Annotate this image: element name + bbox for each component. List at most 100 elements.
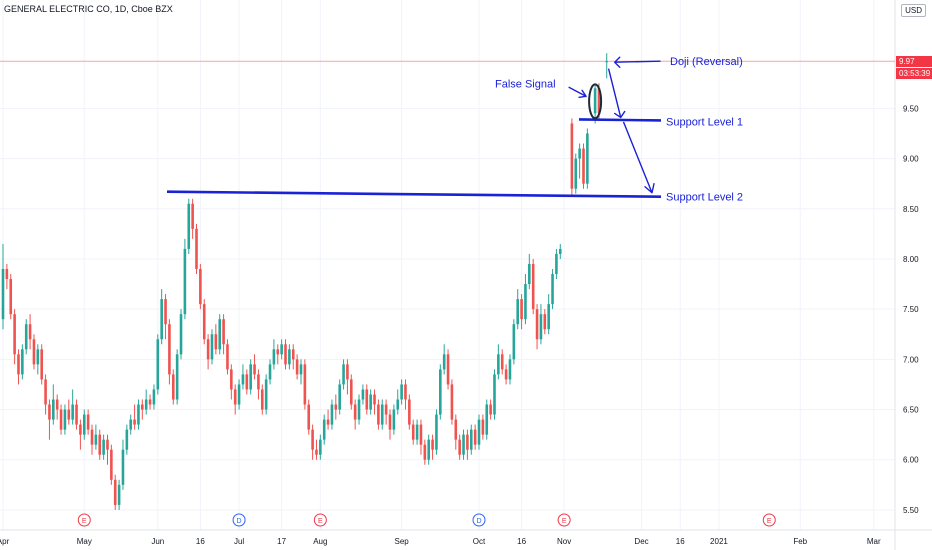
candle[interactable] [307, 399, 311, 435]
candle[interactable] [5, 263, 9, 290]
candle[interactable] [338, 379, 341, 415]
candle[interactable] [311, 424, 314, 460]
candle[interactable] [396, 389, 400, 415]
candle[interactable] [423, 439, 427, 465]
candle[interactable] [330, 399, 334, 430]
candle[interactable] [253, 354, 256, 380]
candle[interactable] [144, 389, 148, 415]
candle[interactable] [415, 419, 419, 445]
candle[interactable] [377, 399, 380, 430]
support-level-2-line[interactable] [166, 190, 662, 199]
candle[interactable] [299, 359, 303, 385]
candle[interactable] [392, 404, 396, 435]
candle[interactable] [106, 434, 109, 465]
candle[interactable] [504, 364, 508, 385]
candle[interactable] [295, 354, 299, 380]
candle[interactable] [543, 309, 547, 335]
candle[interactable] [303, 359, 307, 410]
candle[interactable] [481, 414, 485, 440]
candle[interactable] [555, 248, 558, 280]
dividend-badge[interactable]: D [472, 513, 486, 527]
candle[interactable] [322, 414, 326, 445]
candle[interactable] [202, 299, 206, 345]
candle[interactable] [439, 364, 442, 420]
candle[interactable] [160, 289, 163, 345]
candle[interactable] [59, 404, 63, 435]
candle[interactable] [454, 414, 458, 450]
candle[interactable] [400, 379, 403, 405]
candle[interactable] [404, 379, 407, 410]
candle[interactable] [605, 53, 609, 79]
candle[interactable] [384, 399, 388, 425]
candle[interactable] [175, 349, 179, 405]
candle[interactable] [419, 419, 423, 455]
candle[interactable] [214, 324, 218, 355]
candle[interactable] [264, 374, 268, 415]
candle[interactable] [315, 439, 318, 460]
candle[interactable] [520, 294, 523, 330]
symbol-title[interactable]: GENERAL ELECTRIC CO, 1D, Cboe BZX [4, 4, 173, 14]
candle[interactable] [17, 349, 20, 385]
candle[interactable] [121, 439, 125, 490]
candle[interactable] [48, 399, 51, 440]
candle[interactable] [388, 409, 392, 440]
candle[interactable] [288, 344, 291, 370]
candle[interactable] [113, 474, 117, 510]
candle[interactable] [528, 253, 531, 290]
candle[interactable] [342, 359, 345, 390]
candle[interactable] [71, 389, 74, 425]
currency-button[interactable]: USD [901, 4, 926, 17]
candle[interactable] [241, 364, 245, 390]
candle[interactable] [82, 409, 86, 440]
candle[interactable] [497, 344, 500, 380]
candle[interactable] [67, 399, 71, 425]
candle[interactable] [365, 384, 369, 415]
candle[interactable] [276, 344, 280, 365]
candle[interactable] [284, 339, 287, 370]
candle[interactable] [152, 384, 156, 410]
candle[interactable] [477, 414, 481, 450]
support-level-1-line[interactable] [578, 118, 662, 122]
candle[interactable] [350, 374, 353, 410]
candle[interactable] [63, 404, 67, 435]
candle[interactable] [435, 409, 438, 455]
annotation-drawings[interactable]: False Signal Doji (Reversal) Support Lev… [166, 56, 743, 204]
candle[interactable] [473, 424, 477, 450]
candle[interactable] [133, 404, 136, 430]
false-signal-ellipse[interactable] [588, 83, 603, 120]
candle[interactable] [230, 364, 233, 400]
candle[interactable] [408, 394, 411, 430]
earnings-badge[interactable]: E [557, 513, 571, 527]
candle[interactable] [431, 434, 434, 460]
candle[interactable] [547, 294, 550, 335]
candle[interactable] [458, 434, 461, 460]
candle[interactable] [233, 384, 237, 415]
candle[interactable] [137, 399, 140, 430]
candle[interactable] [446, 349, 450, 390]
candle[interactable] [558, 243, 562, 259]
doji-arrow[interactable] [614, 56, 661, 68]
candle[interactable] [508, 354, 512, 385]
earnings-badge[interactable]: E [313, 513, 327, 527]
candle[interactable] [90, 424, 94, 455]
candle[interactable] [28, 314, 32, 350]
candle[interactable] [86, 409, 90, 435]
candle[interactable] [539, 304, 543, 345]
candle[interactable] [516, 289, 520, 330]
candle[interactable] [361, 384, 365, 405]
candle[interactable] [1, 243, 5, 330]
candle[interactable] [98, 429, 102, 460]
candle[interactable] [353, 399, 357, 430]
candle[interactable] [125, 424, 129, 455]
candle[interactable] [195, 223, 198, 275]
price-axis[interactable]: 5.50 6.00 6.50 7.00 7.50 8.00 8.50 9.00 9.50 [903, 104, 919, 515]
candle[interactable] [291, 344, 295, 370]
candle[interactable] [512, 319, 516, 365]
candle[interactable] [199, 263, 202, 310]
candle[interactable] [369, 389, 372, 415]
candle[interactable] [466, 429, 469, 460]
candle[interactable] [191, 198, 194, 239]
candle[interactable] [102, 434, 105, 460]
